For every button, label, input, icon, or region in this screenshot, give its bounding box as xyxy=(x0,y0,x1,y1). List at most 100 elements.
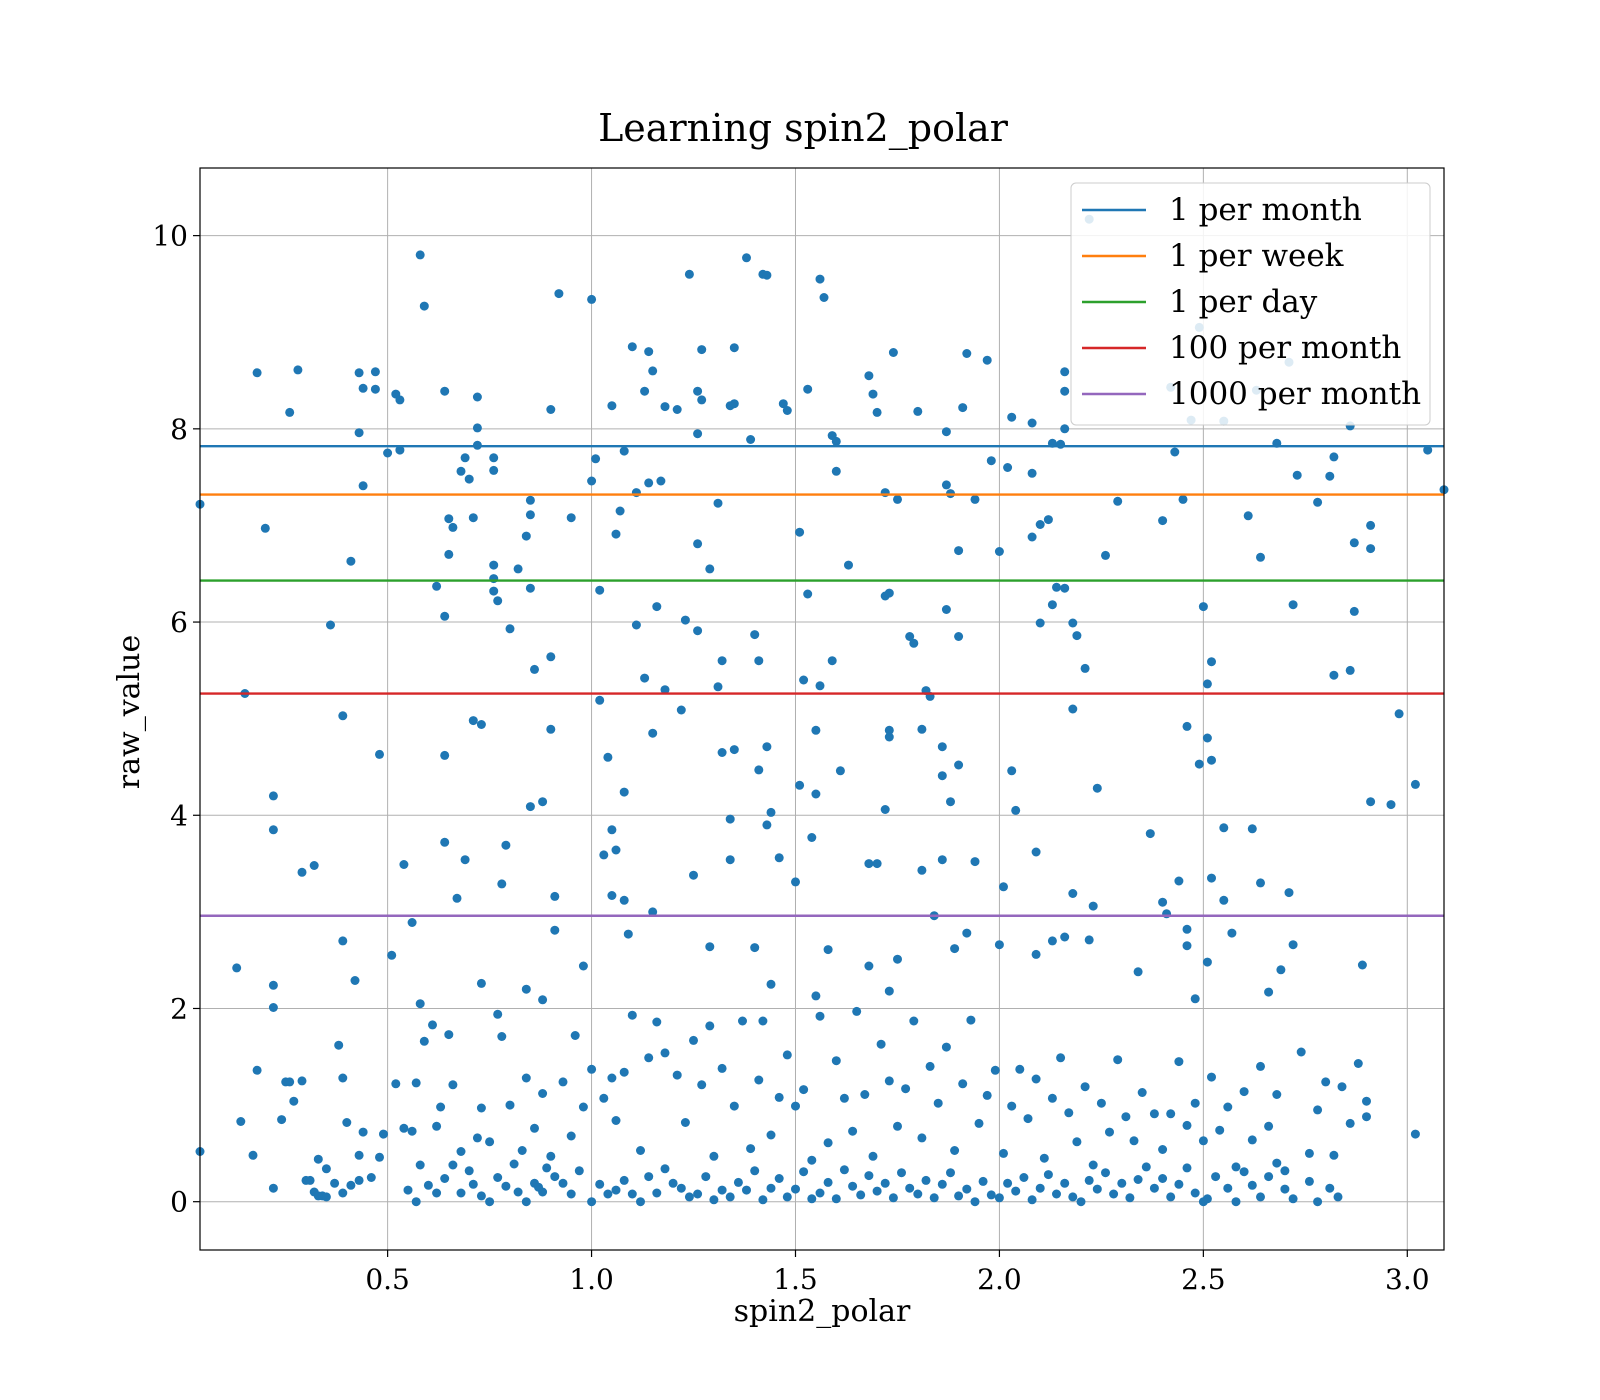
scatter-point xyxy=(1219,823,1229,833)
scatter-point xyxy=(762,270,772,280)
scatter-point xyxy=(485,1137,495,1147)
scatter-point xyxy=(1052,1189,1061,1199)
scatter-point xyxy=(872,1186,882,1196)
scatter-point xyxy=(738,1016,747,1026)
scatter-point xyxy=(1362,1112,1371,1122)
scatter-point xyxy=(795,527,805,537)
scatter-point xyxy=(750,630,760,640)
scatter-point xyxy=(1125,1193,1135,1203)
scatter-point xyxy=(880,488,890,498)
scatter-point xyxy=(648,907,658,917)
scatter-point xyxy=(611,845,621,855)
scatter-point xyxy=(990,1065,1000,1075)
scatter-point xyxy=(1035,520,1045,529)
scatter-point xyxy=(1410,779,1420,789)
scatter-point xyxy=(546,652,556,662)
scatter-point xyxy=(1031,1074,1041,1084)
scatter-point xyxy=(815,274,825,284)
scatter-point xyxy=(644,1053,654,1063)
legend: 1 per month 1 per week 1 per day 100 per mo… xyxy=(1070,182,1431,426)
scatter-point xyxy=(566,1189,576,1199)
scatter-point xyxy=(689,1035,698,1045)
scatter-point xyxy=(888,1193,898,1203)
scatter-point xyxy=(782,1192,792,1202)
scatter-point xyxy=(1068,618,1078,628)
scatter-point xyxy=(538,1187,548,1197)
scatter-point xyxy=(1027,468,1037,478)
scatter-point xyxy=(252,368,262,378)
scatter-point xyxy=(717,748,727,757)
scatter-point xyxy=(460,855,470,865)
legend-label: 1 per month xyxy=(1169,192,1362,228)
scatter-point xyxy=(717,1063,727,1073)
scatter-point xyxy=(782,406,792,415)
scatter-point xyxy=(856,1190,866,1200)
scatter-point xyxy=(1158,1174,1168,1183)
scatter-point xyxy=(525,583,535,593)
scatter-point xyxy=(1353,1059,1363,1068)
scatter-point xyxy=(1211,1172,1221,1182)
scatter-point xyxy=(766,1130,776,1140)
scatter-point xyxy=(656,476,666,486)
scatter-point xyxy=(860,1090,870,1099)
scatter-point xyxy=(950,944,960,954)
scatter-point xyxy=(493,1173,503,1182)
scatter-point xyxy=(607,825,617,835)
scatter-point xyxy=(950,1146,960,1155)
scatter-point xyxy=(917,1133,927,1143)
scatter-point xyxy=(395,395,405,405)
scatter-point xyxy=(1366,797,1376,807)
scatter-point xyxy=(538,1089,548,1098)
y-tick-label: 4 xyxy=(170,799,188,832)
scatter-point xyxy=(338,1188,348,1198)
scatter-point xyxy=(754,1075,764,1085)
scatter-point xyxy=(232,963,242,973)
scatter-point xyxy=(1280,1166,1290,1176)
scatter-point xyxy=(1288,940,1298,950)
scatter-point xyxy=(1137,1088,1147,1097)
scatter-point xyxy=(1174,876,1184,886)
scatter-point xyxy=(725,814,735,824)
scatter-point xyxy=(701,1172,711,1182)
scatter-point xyxy=(432,1121,442,1131)
scatter-point xyxy=(252,1065,262,1075)
scatter-point xyxy=(1056,1053,1066,1063)
scatter-point xyxy=(538,797,548,807)
scatter-point xyxy=(884,732,894,742)
scatter-point xyxy=(1362,1096,1371,1106)
scatter-point xyxy=(958,403,968,413)
scatter-point xyxy=(778,399,788,409)
scatter-point xyxy=(1072,631,1082,641)
scatter-point xyxy=(913,406,923,416)
scatter-point xyxy=(440,386,450,396)
scatter-point xyxy=(1256,1061,1265,1071)
scatter-point xyxy=(1178,494,1188,504)
scatter-point xyxy=(974,1118,984,1128)
scatter-point xyxy=(411,1197,421,1207)
scatter-point xyxy=(807,1155,817,1165)
scatter-point xyxy=(1047,600,1057,610)
scatter-point xyxy=(1182,721,1192,731)
scatter-point xyxy=(1088,1160,1098,1170)
scatter-point xyxy=(1304,1176,1314,1186)
scatter-point xyxy=(729,745,739,755)
scatter-point xyxy=(986,1190,996,1200)
scatter-point xyxy=(407,1126,417,1136)
scatter-point xyxy=(676,1183,686,1193)
scatter-point xyxy=(505,624,515,634)
legend-label: 1 per day xyxy=(1169,284,1318,320)
scatter-point xyxy=(946,797,955,807)
scatter-point xyxy=(268,825,278,835)
scatter-point xyxy=(1060,424,1070,434)
scatter-point xyxy=(509,1159,519,1169)
scatter-point xyxy=(1223,1183,1233,1193)
scatter-point xyxy=(428,1020,437,1030)
scatter-point xyxy=(1043,1170,1053,1180)
scatter-point xyxy=(521,1073,531,1083)
scatter-point xyxy=(1060,367,1070,377)
scatter-point xyxy=(456,466,466,476)
scatter-point xyxy=(937,771,947,781)
scatter-point xyxy=(884,1076,894,1086)
scatter-point xyxy=(1166,1192,1176,1202)
